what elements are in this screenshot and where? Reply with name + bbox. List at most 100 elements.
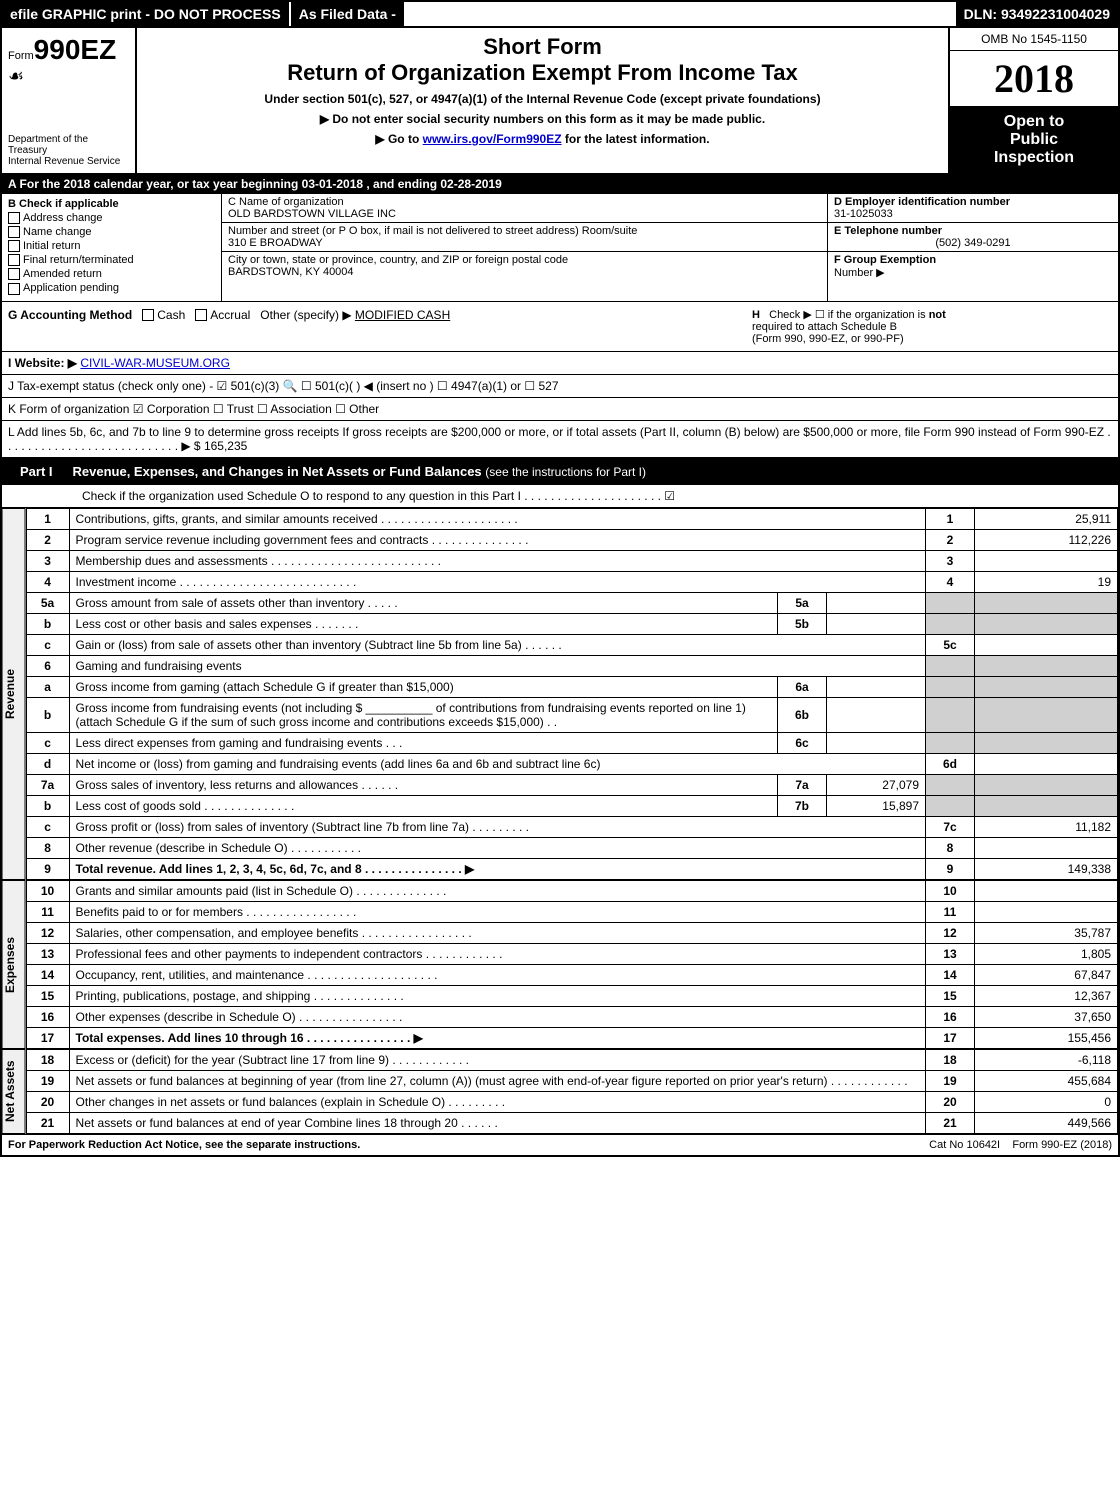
line-5a: 5aGross amount from sale of assets other… xyxy=(26,592,1117,613)
org-info-row: B Check if applicable Address change Nam… xyxy=(2,194,1118,302)
row-k: K Form of organization ☑ Corporation ☐ T… xyxy=(2,398,1118,421)
return-title: Return of Organization Exempt From Incom… xyxy=(147,60,938,86)
phone-cell: E Telephone number (502) 349-0291 xyxy=(828,223,1118,252)
header-instr-1: Under section 501(c), 527, or 4947(a)(1)… xyxy=(147,92,938,106)
line-10: 10Grants and similar amounts paid (list … xyxy=(26,880,1117,901)
line-13: 13Professional fees and other payments t… xyxy=(26,943,1117,964)
open-line3: Inspection xyxy=(952,149,1116,167)
street-value: 310 E BROADWAY xyxy=(228,237,821,249)
line-3: 3Membership dues and assessments . . . .… xyxy=(26,550,1117,571)
row-g-h: G Accounting Method Cash Accrual Other (… xyxy=(2,302,1118,352)
g-other-value: MODIFIED CASH xyxy=(355,308,450,322)
ein-value: 31-1025033 xyxy=(834,208,1112,220)
line-6c: cLess direct expenses from gaming and fu… xyxy=(26,732,1117,753)
header-left: Form990EZ ☙ Department of the Treasury I… xyxy=(2,28,137,173)
form-990ez: efile GRAPHIC print - DO NOT PROCESS As … xyxy=(0,0,1120,1157)
city-value: BARDSTOWN, KY 40004 xyxy=(228,266,821,278)
checkbox-icon[interactable] xyxy=(8,268,20,280)
line-18: 18Excess or (deficit) for the year (Subt… xyxy=(26,1049,1117,1070)
dln-label: DLN: 93492231004029 xyxy=(956,2,1118,26)
instr3-post: for the latest information. xyxy=(562,132,710,146)
checkbox-icon[interactable] xyxy=(8,226,20,238)
line-2: 2Program service revenue including gover… xyxy=(26,529,1117,550)
check-amended-return: Amended return xyxy=(8,268,215,280)
name-addr-column: C Name of organization OLD BARDSTOWN VIL… xyxy=(222,194,827,301)
street-cell: Number and street (or P O box, if mail i… xyxy=(222,223,827,252)
form-page-label: Form 990-EZ (2018) xyxy=(1000,1139,1112,1151)
line-8: 8Other revenue (describe in Schedule O) … xyxy=(26,837,1117,858)
street-label: Number and street (or P O box, if mail i… xyxy=(228,225,821,237)
group-label2: Number ▶ xyxy=(834,266,1112,279)
right-info-column: D Employer identification number 31-1025… xyxy=(827,194,1118,301)
header-section: Form990EZ ☙ Department of the Treasury I… xyxy=(2,28,1118,175)
open-line2: Public xyxy=(952,131,1116,149)
footer-row: For Paperwork Reduction Act Notice, see … xyxy=(2,1134,1118,1155)
line-11: 11Benefits paid to or for members . . . … xyxy=(26,901,1117,922)
line-12: 12Salaries, other compensation, and empl… xyxy=(26,922,1117,943)
check-b-title: B Check if applicable xyxy=(8,198,215,210)
header-instr-3: ▶ Go to www.irs.gov/Form990EZ for the la… xyxy=(147,132,938,146)
open-line1: Open to xyxy=(952,113,1116,131)
line-21: 21Net assets or fund balances at end of … xyxy=(26,1112,1117,1133)
checkbox-icon[interactable] xyxy=(142,309,154,321)
group-exemption-cell: F Group Exemption Number ▶ xyxy=(828,252,1118,281)
check-initial-return: Initial return xyxy=(8,240,215,252)
cat-number: Cat No 10642I xyxy=(929,1139,1000,1151)
g-accrual: Accrual xyxy=(210,308,250,322)
check-final-return: Final return/terminated xyxy=(8,254,215,266)
tax-year: 2018 xyxy=(950,51,1118,107)
part-1-header: Part I Revenue, Expenses, and Changes in… xyxy=(2,458,1118,485)
revenue-section: Revenue 1Contributions, gifts, grants, a… xyxy=(2,508,1118,880)
header-right: OMB No 1545-1150 2018 Open to Public Ins… xyxy=(948,28,1118,173)
line-6a: aGross income from gaming (attach Schedu… xyxy=(26,676,1117,697)
line-6: 6Gaming and fundraising events xyxy=(26,655,1117,676)
netassets-table: 18Excess or (deficit) for the year (Subt… xyxy=(26,1049,1118,1134)
section-a-text: A For the 2018 calendar year, or tax yea… xyxy=(2,175,1118,193)
row-g: G Accounting Method Cash Accrual Other (… xyxy=(8,308,752,345)
line-19: 19Net assets or fund balances at beginni… xyxy=(26,1070,1117,1091)
checkbox-icon[interactable] xyxy=(8,212,20,224)
revenue-table: 1Contributions, gifts, grants, and simil… xyxy=(26,508,1118,880)
i-label: I Website: ▶ xyxy=(8,356,77,370)
org-name-cell: C Name of organization OLD BARDSTOWN VIL… xyxy=(222,194,827,223)
line-6b: bGross income from fundraising events (n… xyxy=(26,697,1117,732)
line-7a: 7aGross sales of inventory, less returns… xyxy=(26,774,1117,795)
part-label: Part I xyxy=(10,462,63,481)
form-number-block: Form990EZ ☙ xyxy=(8,34,129,87)
line-17: 17Total expenses. Add lines 10 through 1… xyxy=(26,1027,1117,1048)
revenue-side-label: Revenue xyxy=(2,508,26,880)
line-5b: bLess cost or other basis and sales expe… xyxy=(26,613,1117,634)
c-label: C Name of organization xyxy=(228,196,821,208)
part-title: Revenue, Expenses, and Changes in Net As… xyxy=(73,464,647,479)
expenses-section: Expenses 10Grants and similar amounts pa… xyxy=(2,880,1118,1049)
ein-label: D Employer identification number xyxy=(834,196,1112,208)
efile-notice: efile GRAPHIC print - DO NOT PROCESS xyxy=(2,2,289,26)
h-text2: required to attach Schedule B xyxy=(752,321,897,333)
checkbox-icon[interactable] xyxy=(195,309,207,321)
checkbox-icon[interactable] xyxy=(8,254,20,266)
g-label: G Accounting Method xyxy=(8,308,132,322)
dept-line3: Internal Revenue Service xyxy=(8,156,129,167)
check-name-change: Name change xyxy=(8,226,215,238)
row-j: J Tax-exempt status (check only one) - ☑… xyxy=(2,375,1118,398)
header-center: Short Form Return of Organization Exempt… xyxy=(137,28,948,173)
website-link[interactable]: CIVIL-WAR-MUSEUM.ORG xyxy=(80,356,230,370)
dept-line1: Department of the xyxy=(8,134,129,145)
group-label: F Group Exemption xyxy=(834,254,1112,266)
section-a-bar: A For the 2018 calendar year, or tax yea… xyxy=(2,175,1118,194)
checkbox-icon[interactable] xyxy=(8,283,20,295)
ein-cell: D Employer identification number 31-1025… xyxy=(828,194,1118,223)
line-1: 1Contributions, gifts, grants, and simil… xyxy=(26,508,1117,529)
row-i: I Website: ▶ CIVIL-WAR-MUSEUM.ORG xyxy=(2,352,1118,375)
dept-line2: Treasury xyxy=(8,145,129,156)
part1-check-row: Check if the organization used Schedule … xyxy=(2,485,1118,508)
row-l: L Add lines 5b, 6c, and 7b to line 9 to … xyxy=(2,421,1118,458)
city-label: City or town, state or province, country… xyxy=(228,254,821,266)
instr3-pre: ▶ Go to xyxy=(375,132,422,146)
irs-link[interactable]: www.irs.gov/Form990EZ xyxy=(423,132,562,146)
phone-value: (502) 349-0291 xyxy=(834,237,1112,249)
h-label: H xyxy=(752,309,760,321)
expenses-side-label: Expenses xyxy=(2,880,26,1049)
omb-number: OMB No 1545-1150 xyxy=(950,28,1118,51)
checkbox-icon[interactable] xyxy=(8,240,20,252)
